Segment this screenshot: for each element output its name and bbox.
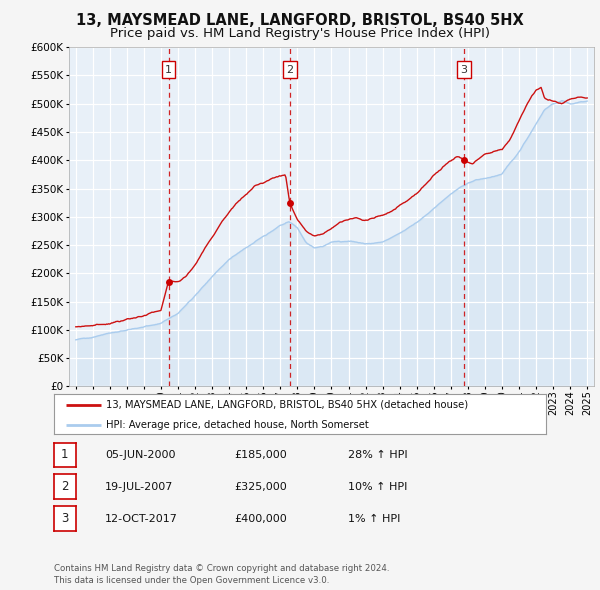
Text: 13, MAYSMEAD LANE, LANGFORD, BRISTOL, BS40 5HX: 13, MAYSMEAD LANE, LANGFORD, BRISTOL, BS…: [76, 13, 524, 28]
Text: 05-JUN-2000: 05-JUN-2000: [105, 450, 176, 460]
Text: Price paid vs. HM Land Registry's House Price Index (HPI): Price paid vs. HM Land Registry's House …: [110, 27, 490, 40]
Text: 19-JUL-2007: 19-JUL-2007: [105, 482, 173, 491]
Text: HPI: Average price, detached house, North Somerset: HPI: Average price, detached house, Nort…: [106, 420, 368, 430]
Text: £400,000: £400,000: [234, 514, 287, 523]
Text: 12-OCT-2017: 12-OCT-2017: [105, 514, 178, 523]
Text: 2: 2: [286, 65, 293, 75]
Text: 1% ↑ HPI: 1% ↑ HPI: [348, 514, 400, 523]
Text: 1: 1: [61, 448, 68, 461]
Text: 10% ↑ HPI: 10% ↑ HPI: [348, 482, 407, 491]
Text: 2: 2: [61, 480, 68, 493]
Text: 3: 3: [461, 65, 467, 75]
Text: 3: 3: [61, 512, 68, 525]
Text: 13, MAYSMEAD LANE, LANGFORD, BRISTOL, BS40 5HX (detached house): 13, MAYSMEAD LANE, LANGFORD, BRISTOL, BS…: [106, 400, 468, 410]
Text: Contains HM Land Registry data © Crown copyright and database right 2024.
This d: Contains HM Land Registry data © Crown c…: [54, 564, 389, 585]
Text: 28% ↑ HPI: 28% ↑ HPI: [348, 450, 407, 460]
Text: £325,000: £325,000: [234, 482, 287, 491]
Text: 1: 1: [165, 65, 172, 75]
Text: £185,000: £185,000: [234, 450, 287, 460]
